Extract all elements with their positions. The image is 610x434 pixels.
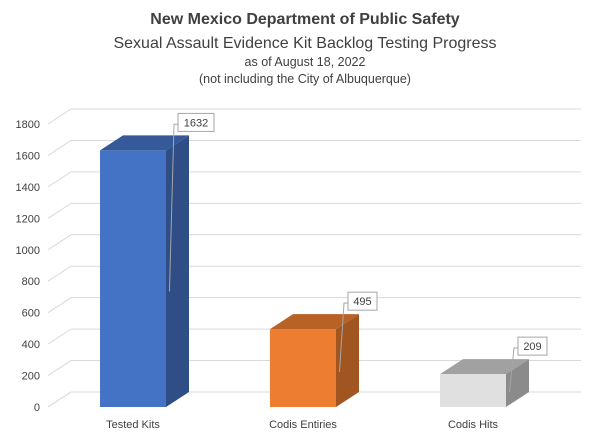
gridline [47,265,581,282]
y-tick-label: 200 [22,371,40,383]
gridline [47,297,581,314]
data-label: 209 [508,336,548,393]
chart-subtitle: Sexual Assault Evidence Kit Backlog Test… [113,35,496,52]
x-category-label: Tested Kits [106,419,160,431]
bar-front [440,374,506,407]
data-label-leader [168,123,178,292]
floor-edge [47,391,72,408]
data-label-leader [338,302,348,373]
gridline [47,139,581,156]
bar-front [100,150,166,407]
data-label-box [347,291,378,311]
bar [100,135,189,407]
bar-side [336,314,359,407]
y-tick-label: 1600 [16,150,40,162]
y-tick-label: 1200 [16,213,40,225]
bar [440,359,529,407]
y-tick-label: 1400 [16,182,40,194]
data-label-text: 209 [523,341,541,353]
x-category-label: Codis Hits [448,419,499,431]
bars [100,135,529,407]
data-label: 1632 [168,112,215,292]
y-tick-label: 800 [22,276,40,288]
y-tick-label: 600 [22,308,40,320]
bar-top [270,314,359,330]
gridlines [47,108,581,408]
x-category-label: Codis Entiries [269,419,337,431]
gridline [47,171,581,188]
y-axis-ticks: 0 200 400 600 800 1000 1200 1400 1600 1800 [16,119,40,414]
bar-top [440,359,529,375]
bar-side [166,135,189,407]
y-tick-label: 400 [22,339,40,351]
gridline [47,360,581,376]
data-label: 495 [338,291,378,373]
bar [270,314,359,407]
data-labels: 1632 495 209 [168,112,548,393]
y-tick-label: 1800 [16,119,40,131]
x-axis-categories: Tested Kits Codis Entiries Codis Hits [106,419,498,431]
chart-note-line: (not including the City of Albuquerque) [199,72,411,86]
bar-front [270,329,336,407]
gridline [47,108,581,125]
bar-top [100,135,189,151]
gridline [47,234,581,251]
data-label-text: 495 [353,296,371,308]
chart-date-line: as of August 18, 2022 [245,55,366,69]
gridline [47,328,581,345]
data-label-box [517,336,548,356]
y-tick-label: 0 [34,402,40,414]
chart-title: New Mexico Department of Public Safety [150,11,460,28]
data-label-leader [508,347,518,393]
data-label-text: 1632 [184,117,208,129]
gridline [47,202,581,219]
y-tick-label: 1000 [16,245,40,257]
data-label-box [177,112,215,132]
